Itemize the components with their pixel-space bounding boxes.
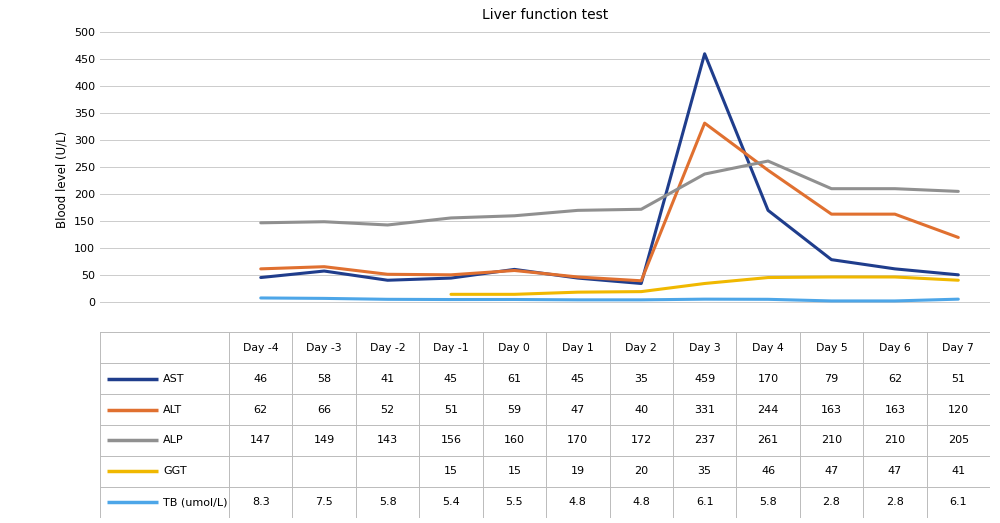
Text: 52: 52 [381, 405, 395, 415]
Text: 47: 47 [824, 467, 839, 476]
Text: 5.8: 5.8 [759, 497, 777, 507]
Text: 47: 47 [571, 405, 585, 415]
Text: 41: 41 [951, 467, 965, 476]
Text: 19: 19 [571, 467, 585, 476]
Text: Day 5: Day 5 [816, 343, 847, 353]
Text: 210: 210 [821, 436, 842, 446]
Text: Day 2: Day 2 [625, 343, 657, 353]
Text: Day -2: Day -2 [370, 343, 405, 353]
Text: 261: 261 [757, 436, 779, 446]
Text: 331: 331 [694, 405, 715, 415]
Text: 170: 170 [757, 373, 779, 384]
Title: Liver function test: Liver function test [482, 8, 608, 22]
Text: 163: 163 [821, 405, 842, 415]
Text: 172: 172 [631, 436, 652, 446]
Text: 35: 35 [698, 467, 712, 476]
Text: ALP: ALP [163, 436, 184, 446]
Text: 45: 45 [571, 373, 585, 384]
Text: Day -3: Day -3 [306, 343, 342, 353]
Text: 5.4: 5.4 [442, 497, 460, 507]
Text: 45: 45 [444, 373, 458, 384]
Text: Day -4: Day -4 [243, 343, 279, 353]
Text: TB (umol/L): TB (umol/L) [163, 497, 228, 507]
Text: 244: 244 [757, 405, 779, 415]
Text: 170: 170 [567, 436, 588, 446]
Text: 46: 46 [761, 467, 775, 476]
Text: 62: 62 [888, 373, 902, 384]
Text: Day -1: Day -1 [433, 343, 469, 353]
Text: 35: 35 [634, 373, 648, 384]
Text: 47: 47 [888, 467, 902, 476]
Text: 237: 237 [694, 436, 715, 446]
Text: 6.1: 6.1 [949, 497, 967, 507]
Text: 41: 41 [381, 373, 395, 384]
Text: 46: 46 [254, 373, 268, 384]
Text: 2.8: 2.8 [886, 497, 904, 507]
Text: 205: 205 [948, 436, 969, 446]
Text: 40: 40 [634, 405, 648, 415]
Text: 156: 156 [440, 436, 461, 446]
Text: Day 7: Day 7 [942, 343, 974, 353]
Text: 66: 66 [317, 405, 331, 415]
Y-axis label: Blood level (U/L): Blood level (U/L) [55, 131, 68, 228]
Text: 51: 51 [951, 373, 965, 384]
Text: 163: 163 [884, 405, 905, 415]
Text: Day 3: Day 3 [689, 343, 721, 353]
Text: 2.8: 2.8 [823, 497, 840, 507]
Text: 143: 143 [377, 436, 398, 446]
Text: 5.5: 5.5 [506, 497, 523, 507]
Text: 61: 61 [507, 373, 521, 384]
Text: 8.3: 8.3 [252, 497, 270, 507]
Text: Day 4: Day 4 [752, 343, 784, 353]
Text: 7.5: 7.5 [315, 497, 333, 507]
Text: Day 0: Day 0 [498, 343, 530, 353]
Text: 51: 51 [444, 405, 458, 415]
Text: 147: 147 [250, 436, 271, 446]
Text: 160: 160 [504, 436, 525, 446]
Text: 15: 15 [507, 467, 521, 476]
Text: 4.8: 4.8 [632, 497, 650, 507]
Text: 6.1: 6.1 [696, 497, 713, 507]
Text: GGT: GGT [163, 467, 187, 476]
Text: 20: 20 [634, 467, 648, 476]
Text: 59: 59 [507, 405, 521, 415]
Text: 15: 15 [444, 467, 458, 476]
Text: Day 1: Day 1 [562, 343, 594, 353]
Text: 149: 149 [314, 436, 335, 446]
Text: 58: 58 [317, 373, 331, 384]
Text: Day 6: Day 6 [879, 343, 911, 353]
Text: 120: 120 [948, 405, 969, 415]
Text: 459: 459 [694, 373, 715, 384]
Text: AST: AST [163, 373, 185, 384]
Text: 62: 62 [254, 405, 268, 415]
Text: 79: 79 [824, 373, 839, 384]
Text: ALT: ALT [163, 405, 182, 415]
Text: 5.8: 5.8 [379, 497, 396, 507]
Text: 210: 210 [884, 436, 905, 446]
Text: 4.8: 4.8 [569, 497, 587, 507]
